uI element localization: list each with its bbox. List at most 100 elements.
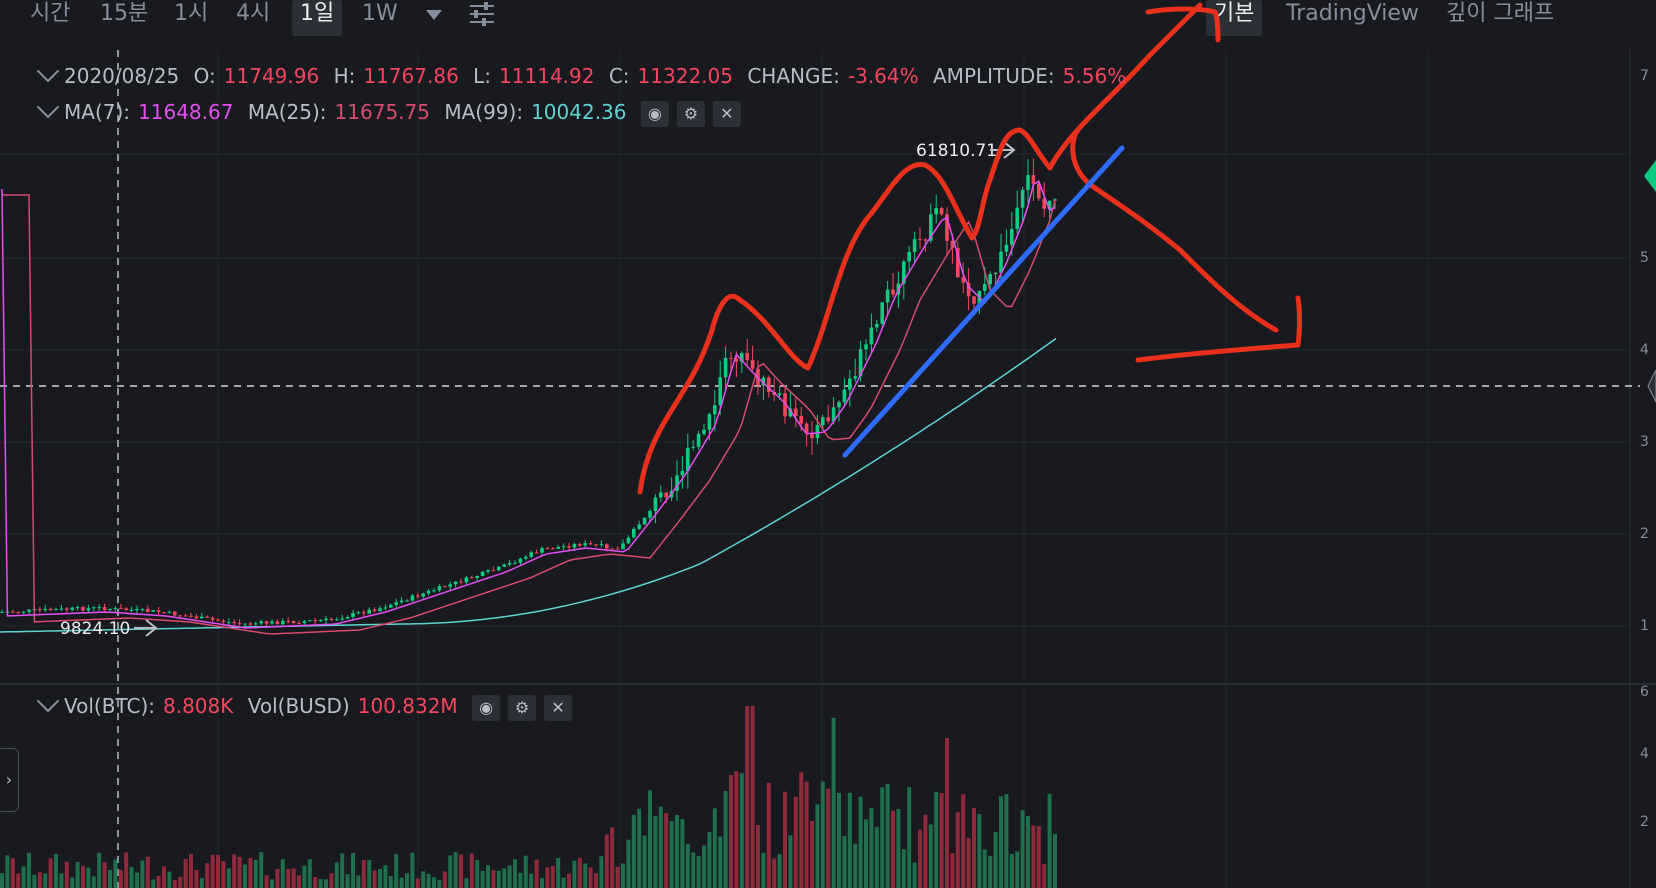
volume-bar xyxy=(1004,793,1009,888)
timeframe-1h[interactable]: 1시 xyxy=(174,1,209,26)
gear-icon[interactable]: ⚙ xyxy=(676,100,705,127)
low-value: 11114.92 xyxy=(499,64,595,88)
candle-body xyxy=(1031,175,1036,184)
volume-bar xyxy=(658,806,663,888)
candlesticks xyxy=(0,158,1057,629)
chevron-down-icon[interactable] xyxy=(36,689,60,713)
volume-bar xyxy=(48,858,53,888)
volume-bar xyxy=(761,852,766,888)
candle-body xyxy=(972,296,976,304)
volume-bar xyxy=(982,849,987,888)
candle-body xyxy=(367,609,371,614)
candle-body xyxy=(308,620,312,622)
volume-bar xyxy=(907,787,912,888)
candle-body xyxy=(540,548,544,553)
timeframe-dropdown[interactable] xyxy=(422,0,446,36)
eye-icon[interactable]: ◉ xyxy=(640,100,669,127)
gear-icon[interactable]: ⚙ xyxy=(508,694,537,721)
candle-body xyxy=(97,607,101,609)
hand-drawn-annotation xyxy=(637,2,1302,495)
candle-body xyxy=(394,602,398,605)
candle-body xyxy=(680,471,685,476)
volume-bar xyxy=(437,879,442,888)
candle-body xyxy=(545,548,550,550)
volume-bar xyxy=(37,872,42,888)
timeframe-4h[interactable]: 4시 xyxy=(236,1,271,26)
timeframe-1d[interactable]: 1일 xyxy=(292,0,343,36)
indicator-settings-button[interactable] xyxy=(468,0,496,36)
volume-bar xyxy=(653,815,658,888)
eye-icon[interactable]: ◉ xyxy=(472,694,501,721)
volume-bar xyxy=(939,793,944,888)
side-panel-expand-button[interactable]: › xyxy=(0,748,19,812)
candle-body xyxy=(594,544,598,546)
candle-body xyxy=(432,590,436,592)
candle-body xyxy=(129,609,134,611)
candle-body xyxy=(205,616,209,618)
close-icon[interactable]: ✕ xyxy=(544,694,573,721)
candle-body xyxy=(173,611,177,616)
volume-bar xyxy=(621,863,625,888)
ma-legend: MA(7): 11648.67 MA(25): 11675.75 MA(99): 10… xyxy=(36,95,749,127)
svg-text:2: 2 xyxy=(1640,814,1649,830)
volume-bar xyxy=(685,843,690,888)
candle-body xyxy=(162,612,166,614)
candle-body xyxy=(578,544,582,546)
volume-bar xyxy=(1020,810,1025,888)
chevron-down-icon[interactable] xyxy=(36,59,60,83)
volume-bar xyxy=(302,865,307,888)
timeframe-15m[interactable]: 15분 xyxy=(100,1,149,26)
volume-bar xyxy=(356,875,361,888)
candle-body xyxy=(885,289,890,303)
vol-busd-value: 100.832M xyxy=(357,694,458,718)
candle-body xyxy=(902,261,906,284)
candle-body xyxy=(891,289,895,295)
volume-bar xyxy=(950,853,955,888)
candle-body xyxy=(588,543,593,545)
volume-bar xyxy=(70,877,75,888)
candle-body xyxy=(297,622,301,624)
close-icon[interactable]: ✕ xyxy=(712,100,741,127)
volume-bar xyxy=(21,866,26,888)
timeframe-1w[interactable]: 1W xyxy=(362,1,398,26)
volume-bar xyxy=(378,869,382,888)
candle-body xyxy=(858,349,863,377)
candle-body xyxy=(156,610,161,613)
view-depth-chart[interactable]: 깊이 그래프 xyxy=(1446,1,1555,26)
candle-body xyxy=(119,607,123,609)
volume-bar xyxy=(253,859,258,888)
candle-body xyxy=(950,240,955,248)
volume-bar xyxy=(858,796,863,888)
candle-body xyxy=(216,619,220,621)
chevron-down-icon[interactable] xyxy=(36,95,60,119)
volume-bar xyxy=(518,872,523,888)
candle-body xyxy=(302,621,307,623)
view-tradingview[interactable]: TradingView xyxy=(1286,1,1419,26)
candle-body xyxy=(151,610,155,612)
candle-body xyxy=(318,620,323,622)
candle-body xyxy=(675,475,679,491)
volume-bar xyxy=(129,866,134,888)
volume-bar xyxy=(707,831,712,888)
candle-body xyxy=(551,548,555,550)
volume-legend: Vol(BTC): 8.808K Vol(BUSD) 100.832M ◉ ⚙ ✕ xyxy=(36,689,580,721)
candle-body xyxy=(507,562,512,565)
candle-body xyxy=(567,546,571,548)
candle-body xyxy=(416,595,420,597)
volume-bar xyxy=(453,852,458,888)
candle-body xyxy=(745,353,749,361)
volume-bar xyxy=(270,879,274,888)
volume-bar xyxy=(831,718,836,888)
candle-body xyxy=(459,581,463,583)
volume-bar xyxy=(815,804,820,888)
volume-bar xyxy=(642,835,647,888)
trendline-annotation xyxy=(842,145,1125,458)
candle-body xyxy=(999,251,1003,273)
timeframe-hour[interactable]: 시간 xyxy=(30,1,71,26)
candle-body xyxy=(983,284,987,291)
candle-body xyxy=(912,239,917,252)
volume-bar xyxy=(394,854,399,888)
volume-bar xyxy=(739,773,744,888)
volume-bar xyxy=(966,837,971,888)
